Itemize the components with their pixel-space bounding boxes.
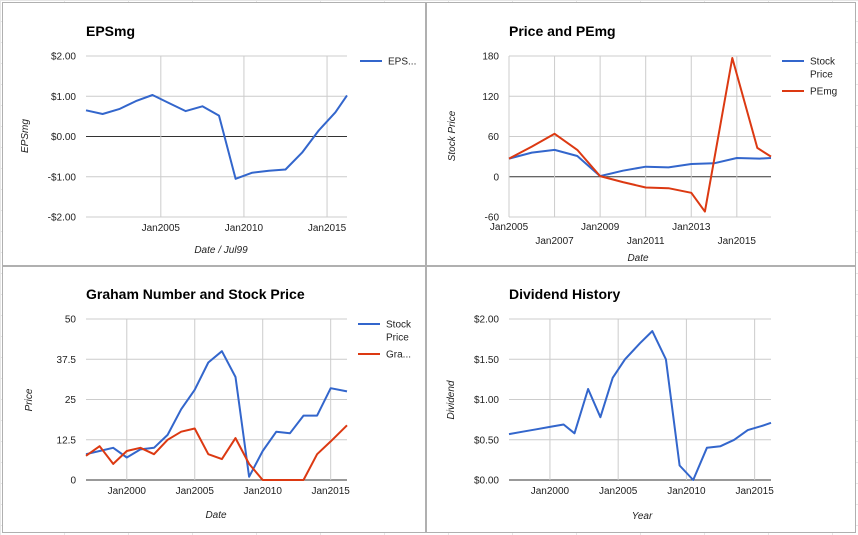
x-axis-label: Date xyxy=(205,510,227,521)
x-axis-label: Year xyxy=(632,511,653,522)
x-tick-label: Jan2005 xyxy=(599,486,638,497)
series-line-primary xyxy=(85,350,348,478)
x-tick-label: Jan2015 xyxy=(312,486,351,497)
chart-title: Dividend History xyxy=(509,286,620,302)
y-tick-label: $1.00 xyxy=(474,395,499,406)
series-line-secondary xyxy=(85,424,348,481)
x-tick-label: Jan2000 xyxy=(108,486,147,497)
y-tick-label: $0.50 xyxy=(474,435,499,446)
x-axis-label: Date xyxy=(627,253,649,264)
x-tick-label: Jan2005 xyxy=(142,223,181,234)
x-tick-label: Jan2010 xyxy=(225,223,264,234)
x-tick-label: Jan2010 xyxy=(667,486,706,497)
x-tick-label: Jan2015 xyxy=(308,223,347,234)
chart-title: Graham Number and Stock Price xyxy=(86,286,305,302)
y-tick-label: $0.00 xyxy=(51,132,76,143)
legend-label: Stock xyxy=(386,320,412,331)
x-tick-label: Jan2015 xyxy=(718,236,757,247)
legend-label: EPS... xyxy=(388,57,416,68)
chart-svg-epsmg: EPSmg $2.00 $1.00 $0.00 -$1.00 -$2.00 Jan2005… xyxy=(20,23,416,256)
y-tick-label: 120 xyxy=(482,92,499,103)
legend-label: Price xyxy=(386,333,409,344)
chart-panel-graham-number: Graham Number and Stock Price 50 37.5 25 12… xyxy=(2,266,426,533)
y-tick-label: $1.00 xyxy=(51,92,76,103)
x-axis-label: Date / Jul99 xyxy=(194,245,248,256)
y-tick-label: 60 xyxy=(488,132,500,143)
y-axis-label: EPSmg xyxy=(20,119,31,153)
x-tick-label: Jan2007 xyxy=(535,236,574,247)
y-axis-label: Stock Price xyxy=(447,110,458,161)
y-tick-label: 25 xyxy=(65,395,77,406)
chart-title: Price and PEmg xyxy=(509,23,616,39)
legend-label: Price xyxy=(810,70,833,81)
chart-svg-dividend-history: Dividend History $2.00 $1.50 $1.00 $0.50 $0.… xyxy=(446,286,774,522)
chart-panel-price-pemg: Price and PEmg 180 120 60 0 -60 Jan2005 Jan200… xyxy=(426,2,856,266)
y-tick-label: -60 xyxy=(485,213,500,224)
legend-label: Stock xyxy=(810,57,836,68)
y-tick-label: 0 xyxy=(70,476,76,487)
y-tick-label: -$2.00 xyxy=(48,213,77,224)
x-tick-label: Jan2005 xyxy=(490,222,529,233)
x-tick-label: Jan2009 xyxy=(581,222,620,233)
y-tick-label: 12.5 xyxy=(57,435,77,446)
x-tick-label: Jan2013 xyxy=(672,222,711,233)
y-tick-label: 0 xyxy=(493,172,499,183)
x-tick-label: Jan2015 xyxy=(735,486,774,497)
series-line-secondary xyxy=(508,57,772,213)
y-tick-label: 37.5 xyxy=(57,355,77,366)
chart-title: EPSmg xyxy=(86,23,135,39)
y-tick-label: $2.00 xyxy=(474,315,499,326)
x-tick-label: Jan2005 xyxy=(176,486,215,497)
y-tick-label: $1.50 xyxy=(474,355,499,366)
x-tick-label: Jan2010 xyxy=(244,486,283,497)
legend-label: PEmg xyxy=(810,87,837,98)
y-tick-label: -$1.00 xyxy=(48,172,77,183)
y-tick-label: 50 xyxy=(65,315,77,326)
legend-label: Gra... xyxy=(386,350,411,361)
y-tick-label: 180 xyxy=(482,52,499,63)
y-tick-label: $0.00 xyxy=(474,476,499,487)
x-tick-label: Jan2000 xyxy=(531,486,570,497)
y-tick-label: $2.00 xyxy=(51,52,76,63)
y-axis-label: Dividend xyxy=(446,380,457,419)
chart-svg-graham-number: Graham Number and Stock Price 50 37.5 25 12… xyxy=(24,286,412,521)
x-tick-label: Jan2011 xyxy=(627,236,665,247)
series-line-primary xyxy=(508,330,772,481)
chart-panel-dividend-history: Dividend History $2.00 $1.50 $1.00 $0.50 $0.… xyxy=(426,266,856,533)
series-line-primary xyxy=(85,94,348,180)
y-axis-label: Price xyxy=(24,388,35,411)
series-line-primary xyxy=(508,148,772,178)
chart-panel-epsmg: EPSmg $2.00 $1.00 $0.00 -$1.00 -$2.00 Jan2005… xyxy=(2,2,426,266)
